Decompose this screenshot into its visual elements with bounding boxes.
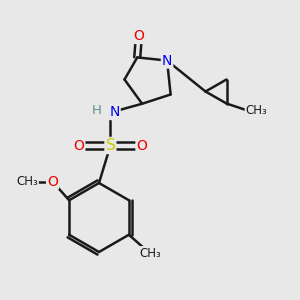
Text: N: N	[110, 106, 120, 119]
Text: S: S	[106, 138, 115, 153]
Text: CH₃: CH₃	[139, 247, 161, 260]
Text: O: O	[134, 29, 144, 43]
Text: O: O	[136, 139, 147, 152]
Text: N: N	[162, 53, 172, 68]
Text: CH₃: CH₃	[16, 175, 38, 188]
Text: O: O	[47, 175, 58, 188]
Text: O: O	[74, 139, 84, 152]
Text: CH₃: CH₃	[246, 104, 267, 118]
Text: H: H	[92, 104, 102, 118]
